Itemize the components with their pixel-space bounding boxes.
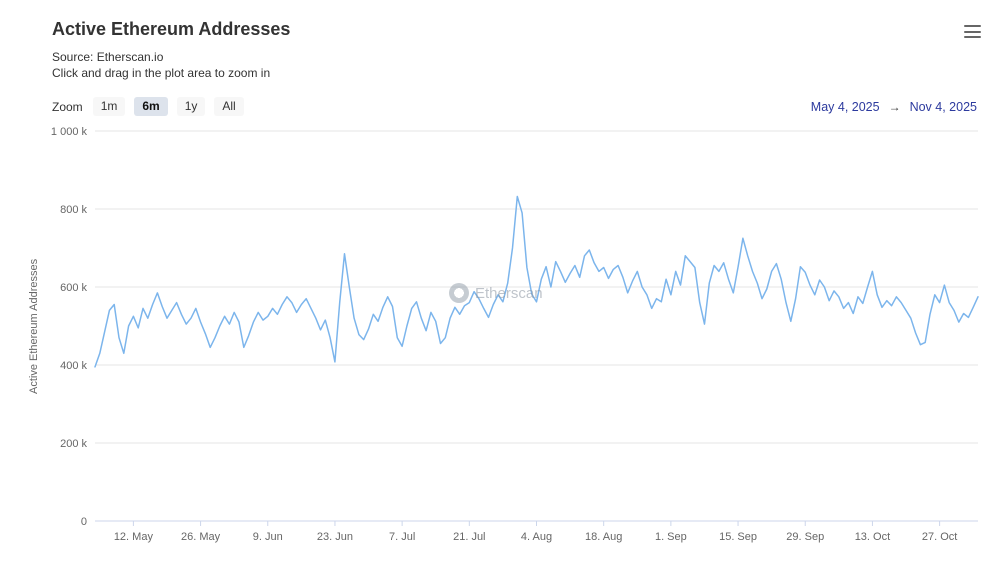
zoom-button-6m[interactable]: 6m [134, 97, 168, 116]
zoom-label: Zoom [52, 99, 83, 114]
y-tick-label: 1 000 k [51, 126, 88, 138]
x-tick-label: 1. Sep [655, 531, 687, 543]
range-arrow-icon: → [888, 100, 901, 114]
y-tick-label: 0 [81, 516, 87, 528]
zoom-button-all[interactable]: All [214, 97, 244, 116]
x-tick-label: 13. Oct [855, 531, 890, 543]
range-selector: Zoom 1m 6m 1y All [52, 97, 244, 116]
x-tick-label: 15. Sep [719, 531, 757, 543]
range-start-input[interactable]: May 4, 2025 [810, 100, 880, 114]
zoom-button-1m[interactable]: 1m [92, 97, 126, 116]
date-range: May 4, 2025 → Nov 4, 2025 [811, 100, 977, 114]
hamburger-icon [964, 30, 981, 33]
x-tick-label: 9. Jun [253, 531, 283, 543]
x-tick-label: 18. Aug [585, 531, 622, 543]
zoom-button-1y[interactable]: 1y [176, 97, 206, 116]
x-tick-label: 29. Sep [786, 531, 824, 543]
x-tick-label: 21. Jul [453, 531, 485, 543]
x-tick-label: 4. Aug [521, 531, 552, 543]
x-tick-label: 27. Oct [922, 531, 957, 543]
x-tick-label: 23. Jun [317, 531, 353, 543]
chart-source-subtitle: Source: Etherscan.io [52, 50, 164, 64]
x-tick-label: 26. May [181, 531, 221, 543]
chart-zoom-hint: Click and drag in the plot area to zoom … [52, 66, 271, 80]
y-tick-label: 400 k [60, 360, 87, 372]
series-line [94, 195, 979, 368]
context-menu-button[interactable] [964, 25, 981, 38]
y-tick-label: 800 k [60, 204, 87, 216]
y-tick-label: 200 k [60, 438, 87, 450]
hamburger-icon [964, 36, 981, 38]
y-tick-label: 600 k [60, 282, 87, 294]
x-tick-label: 12. May [114, 531, 154, 543]
range-end-input[interactable]: Nov 4, 2025 [909, 100, 977, 114]
x-tick-label: 7. Jul [389, 531, 415, 543]
hamburger-icon [964, 25, 981, 27]
chart-title: Active Ethereum Addresses [52, 19, 291, 39]
